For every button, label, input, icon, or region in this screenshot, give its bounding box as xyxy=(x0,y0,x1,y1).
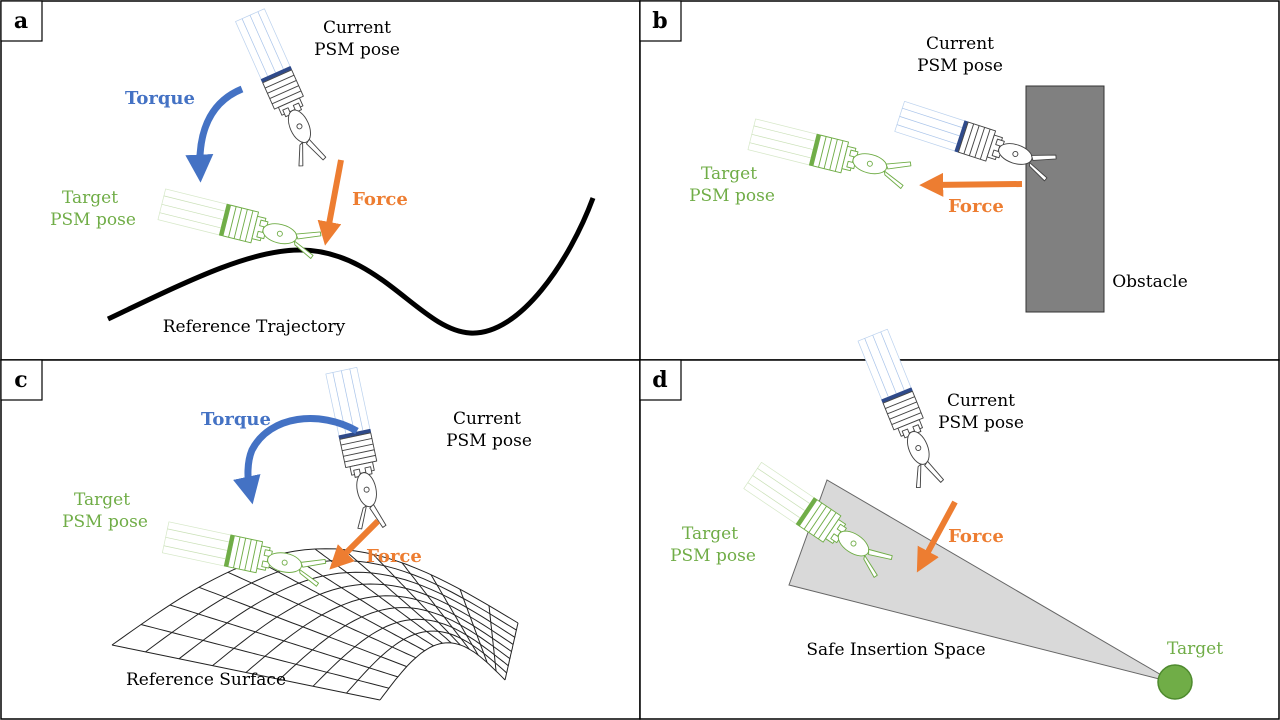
panel-b-letter: b xyxy=(652,8,667,34)
current-psm-label-line1: Current xyxy=(926,34,994,54)
target-psm-label-line2: PSM pose xyxy=(50,210,136,230)
surface-mesh-line xyxy=(488,605,497,672)
current-psm-label-line2: PSM pose xyxy=(446,431,532,451)
panel-c: c Reference Surface Current PSM pose Tar… xyxy=(0,359,641,720)
reference-trajectory-curve xyxy=(106,197,596,336)
current-psm-label-line1: Current xyxy=(947,391,1015,411)
target-psm-label-line1: Target xyxy=(701,164,757,184)
current-psm-label-line2: PSM pose xyxy=(917,56,1003,76)
surface-mesh-line xyxy=(430,574,479,656)
panel-b: b Obstacle Current PSM pose Target PSM p… xyxy=(639,0,1280,361)
surface-mesh-line xyxy=(140,624,390,689)
panel-a-letter-box xyxy=(0,0,43,42)
force-arrow xyxy=(916,500,958,573)
force-label: Force xyxy=(366,546,422,567)
obstacle-label: Obstacle xyxy=(1112,272,1188,292)
surface-mesh-line xyxy=(111,644,381,701)
panel-d-letter: d xyxy=(652,367,667,393)
force-label: Force xyxy=(948,526,1004,547)
surface-mesh-line xyxy=(169,604,399,678)
panel-b-letter-box xyxy=(639,0,682,42)
panel-a: a Reference Trajectory Current PSM pose … xyxy=(0,0,641,361)
reference-trajectory-label: Reference Trajectory xyxy=(163,317,346,337)
target-psm-label-line1: Target xyxy=(682,524,738,544)
current-psm-label-line1: Current xyxy=(323,18,391,38)
panel-d-frame xyxy=(639,359,1280,720)
surface-mesh-line xyxy=(372,553,461,646)
surface-mesh-line xyxy=(198,586,407,668)
current-psm-label-line2: PSM pose xyxy=(314,40,400,60)
surface-mesh-line xyxy=(256,560,425,652)
force-arrow xyxy=(919,172,1023,197)
current-psm-label-line1: Current xyxy=(453,409,521,429)
force-label: Force xyxy=(948,196,1004,217)
panel-c-letter: c xyxy=(14,367,27,393)
panel-b-frame xyxy=(639,0,1280,361)
target-psm-label-line1: Target xyxy=(74,490,130,510)
surface-mesh-line xyxy=(343,549,452,644)
torque-arrow xyxy=(185,85,244,183)
force-arrow xyxy=(317,159,344,246)
panel-c-frame xyxy=(0,359,641,720)
force-label: Force xyxy=(352,189,408,210)
panel-d: d Safe Insertion Space Target Current PS… xyxy=(639,328,1280,720)
surface-mesh-line xyxy=(459,589,488,663)
target-point-label: Target xyxy=(1167,639,1223,659)
safe-insertion-space xyxy=(788,479,1176,684)
torque-arrow xyxy=(233,415,359,505)
obstacle-block xyxy=(1025,85,1105,313)
surface-mesh-line xyxy=(227,571,416,659)
panel-c-letter-box xyxy=(0,359,43,401)
target-psm-label-line1: Target xyxy=(62,188,118,208)
surface-mesh-line xyxy=(504,622,519,681)
panel-d-letter-box xyxy=(639,359,682,401)
target-psm-label-line2: PSM pose xyxy=(62,512,148,532)
target-psm-label-line2: PSM pose xyxy=(689,186,775,206)
current-psm-label-line2: PSM pose xyxy=(938,413,1024,433)
force-arrow xyxy=(329,518,381,570)
surface-mesh-line xyxy=(401,562,470,650)
torque-label: Torque xyxy=(125,88,195,109)
safe-insertion-space-label: Safe Insertion Space xyxy=(806,640,985,660)
torque-label: Torque xyxy=(201,409,271,430)
panel-a-letter: a xyxy=(14,8,28,34)
target-psm-label-line2: PSM pose xyxy=(670,546,756,566)
target-point xyxy=(1157,664,1193,700)
surface-mesh-line xyxy=(285,552,434,647)
reference-surface-label: Reference Surface xyxy=(126,670,286,690)
